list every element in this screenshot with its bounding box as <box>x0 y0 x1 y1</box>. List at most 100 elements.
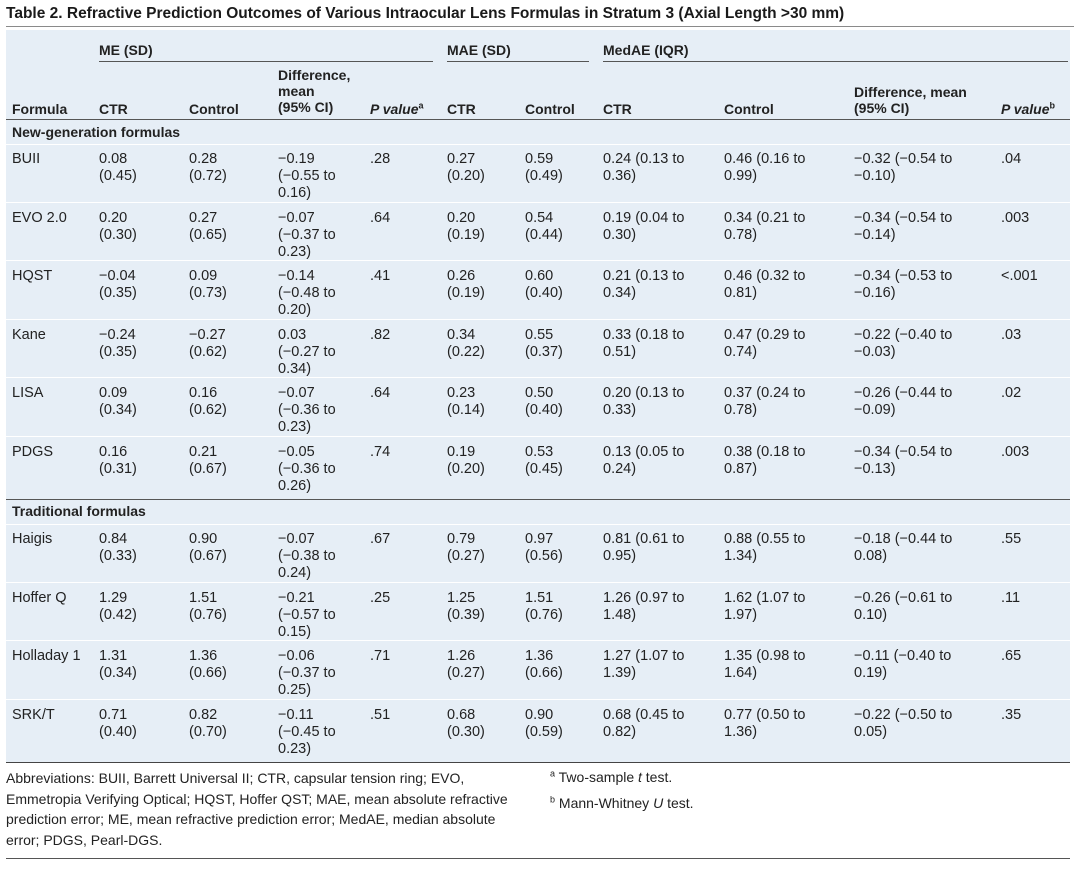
col-header-mae-control: Control <box>525 101 575 117</box>
cell-me-ctr: 0.20 (0.30) <box>99 209 137 243</box>
cell-med-control: 1.62 (1.07 to 1.97) <box>724 589 806 623</box>
cell-mae-ctr: 0.20 (0.19) <box>447 209 485 243</box>
cell-med-ctr: 0.68 (0.45 to 0.82) <box>603 706 685 740</box>
cell-med-p: .11 <box>1001 589 1021 606</box>
group-rule-medae <box>603 61 1068 62</box>
cell-me-p: .41 <box>370 268 391 285</box>
col-header-me-ctr: CTR <box>99 101 128 117</box>
row-divider <box>6 640 1070 642</box>
cell-med-p: .65 <box>1001 648 1022 665</box>
cell-formula: Kane <box>12 326 46 343</box>
cell-mae-control: 0.59 (0.49) <box>525 151 563 184</box>
cell-formula: EVO 2.0 <box>12 209 67 226</box>
col-header-formula: Formula <box>12 101 68 117</box>
cell-med-control: 0.88 (0.55 to 1.34) <box>724 531 806 564</box>
col-header-me-pvalue-label: P value <box>370 101 419 117</box>
cell-me-ctr: 0.16 (0.31) <box>99 444 137 477</box>
cell-formula: Haigis <box>12 531 53 547</box>
cell-med-p: .04 <box>1001 151 1022 167</box>
cell-med-ctr: 0.13 (0.05 to 0.24) <box>603 444 685 477</box>
cell-mae-control: 0.50 (0.40) <box>525 385 563 419</box>
cell-me-diff: −0.11 (−0.45 to 0.23) <box>278 706 336 757</box>
cell-mae-ctr: 1.25 (0.39) <box>447 589 485 623</box>
cell-med-p: .003 <box>1001 209 1030 226</box>
col-header-mae-ctr: CTR <box>447 101 476 117</box>
cell-mae-ctr: 0.23 (0.14) <box>447 385 485 419</box>
row-divider <box>6 436 1070 437</box>
cell-me-control: 0.90 (0.67) <box>189 531 227 564</box>
cell-mae-control: 0.90 (0.59) <box>525 706 563 740</box>
cell-mae-control: 0.97 (0.56) <box>525 531 563 564</box>
cell-med-control: 1.35 (0.98 to 1.64) <box>724 648 806 682</box>
cell-me-diff: −0.06 (−0.37 to 0.25) <box>278 648 336 699</box>
footnote-b-text-pre: Mann-Whitney <box>558 795 654 811</box>
cell-me-p: .67 <box>370 531 391 547</box>
group-rule-mae <box>447 61 589 62</box>
cell-me-control: 0.09 (0.73) <box>189 268 227 302</box>
cell-med-ctr: 0.20 (0.13 to 0.33) <box>603 385 685 419</box>
col-header-medae-ctr: CTR <box>603 101 632 117</box>
cell-mae-control: 1.51 (0.76) <box>525 589 563 623</box>
cell-me-p: .71 <box>370 648 391 665</box>
cell-med-diff: −0.22 (−0.40 to −0.03) <box>854 326 953 360</box>
cell-me-control: 1.51 (0.76) <box>189 589 227 623</box>
cell-med-diff: −0.26 (−0.61 to 0.10) <box>854 589 953 623</box>
col-header-me-pvalue: P valuea <box>370 101 424 117</box>
cell-med-diff: −0.34 (−0.53 to −0.16) <box>854 268 953 302</box>
footnote-b-text-italic: U <box>653 795 664 811</box>
bottom-rule <box>6 858 1070 859</box>
group-header-mae: MAE (SD) <box>447 42 511 58</box>
cell-med-p: .003 <box>1001 444 1030 460</box>
cell-me-control: 0.27 (0.65) <box>189 209 227 243</box>
cell-me-p: .74 <box>370 444 391 460</box>
cell-med-p: <.001 <box>1001 268 1038 285</box>
cell-med-control: 0.77 (0.50 to 1.36) <box>724 706 806 740</box>
cell-med-diff: −0.34 (−0.54 to −0.13) <box>854 444 953 477</box>
cell-formula: HQST <box>12 268 53 285</box>
cell-me-control: 0.21 (0.67) <box>189 444 227 477</box>
section-new-generation: New-generation formulas <box>12 124 181 140</box>
footnote-a: a Two-sample t test. <box>550 767 672 787</box>
cell-med-control: 0.38 (0.18 to 0.87) <box>724 444 806 477</box>
cell-med-diff: −0.32 (−0.54 to −0.10) <box>854 151 953 184</box>
footnote-marker-a: a <box>418 100 424 111</box>
cell-me-diff: −0.05 (−0.36 to 0.26) <box>278 444 336 494</box>
cell-mae-control: 1.36 (0.66) <box>525 648 563 682</box>
row-divider <box>6 260 1070 262</box>
cell-med-ctr: 0.24 (0.13 to 0.36) <box>603 151 685 184</box>
section-rule <box>6 499 1070 500</box>
cell-mae-ctr: 0.19 (0.20) <box>447 444 485 477</box>
cell-med-ctr: 0.19 (0.04 to 0.30) <box>603 209 685 243</box>
cell-me-ctr: 1.31 (0.34) <box>99 648 137 682</box>
cell-med-control: 0.37 (0.24 to 0.78) <box>724 385 806 419</box>
cell-mae-ctr: 0.27 (0.20) <box>447 151 485 184</box>
table-title: Table 2. Refractive Prediction Outcomes … <box>6 4 1074 27</box>
cell-me-ctr: −0.24 (0.35) <box>99 326 137 360</box>
row-divider <box>6 201 1070 203</box>
col-header-medae-control: Control <box>724 101 774 117</box>
cell-med-control: 0.47 (0.29 to 0.74) <box>724 326 806 360</box>
cell-me-diff: −0.07 (−0.37 to 0.23) <box>278 209 336 260</box>
cell-me-p: .64 <box>370 209 391 226</box>
cell-med-ctr: 0.21 (0.13 to 0.34) <box>603 268 685 302</box>
footnote-abbreviations: Abbreviations: BUII, Barrett Universal I… <box>6 770 508 848</box>
group-rule-me <box>99 61 433 62</box>
cell-formula: Holladay 1 <box>12 648 81 665</box>
cell-me-ctr: 0.08 (0.45) <box>99 151 137 184</box>
footnote-a-text-italic: t <box>638 769 642 785</box>
col-header-me-difference: Difference, mean (95% CI) <box>278 67 351 115</box>
cell-med-control: 0.46 (0.16 to 0.99) <box>724 151 806 184</box>
cell-mae-ctr: 1.26 (0.27) <box>447 648 485 682</box>
cell-med-ctr: 0.33 (0.18 to 0.51) <box>603 326 685 360</box>
cell-me-ctr: 0.71 (0.40) <box>99 706 137 740</box>
footnote-b-marker: b <box>550 794 556 805</box>
cell-formula: BUII <box>12 151 41 167</box>
cell-me-control: −0.27 (0.62) <box>189 326 227 360</box>
footnote-marker-b: b <box>1049 100 1056 111</box>
row-divider <box>6 524 1070 525</box>
cell-me-diff: −0.07 (−0.38 to 0.24) <box>278 531 336 581</box>
cell-me-control: 0.28 (0.72) <box>189 151 227 184</box>
cell-me-control: 0.16 (0.62) <box>189 385 227 419</box>
cell-med-diff: −0.34 (−0.54 to −0.14) <box>854 209 953 243</box>
cell-mae-control: 0.60 (0.40) <box>525 268 563 302</box>
